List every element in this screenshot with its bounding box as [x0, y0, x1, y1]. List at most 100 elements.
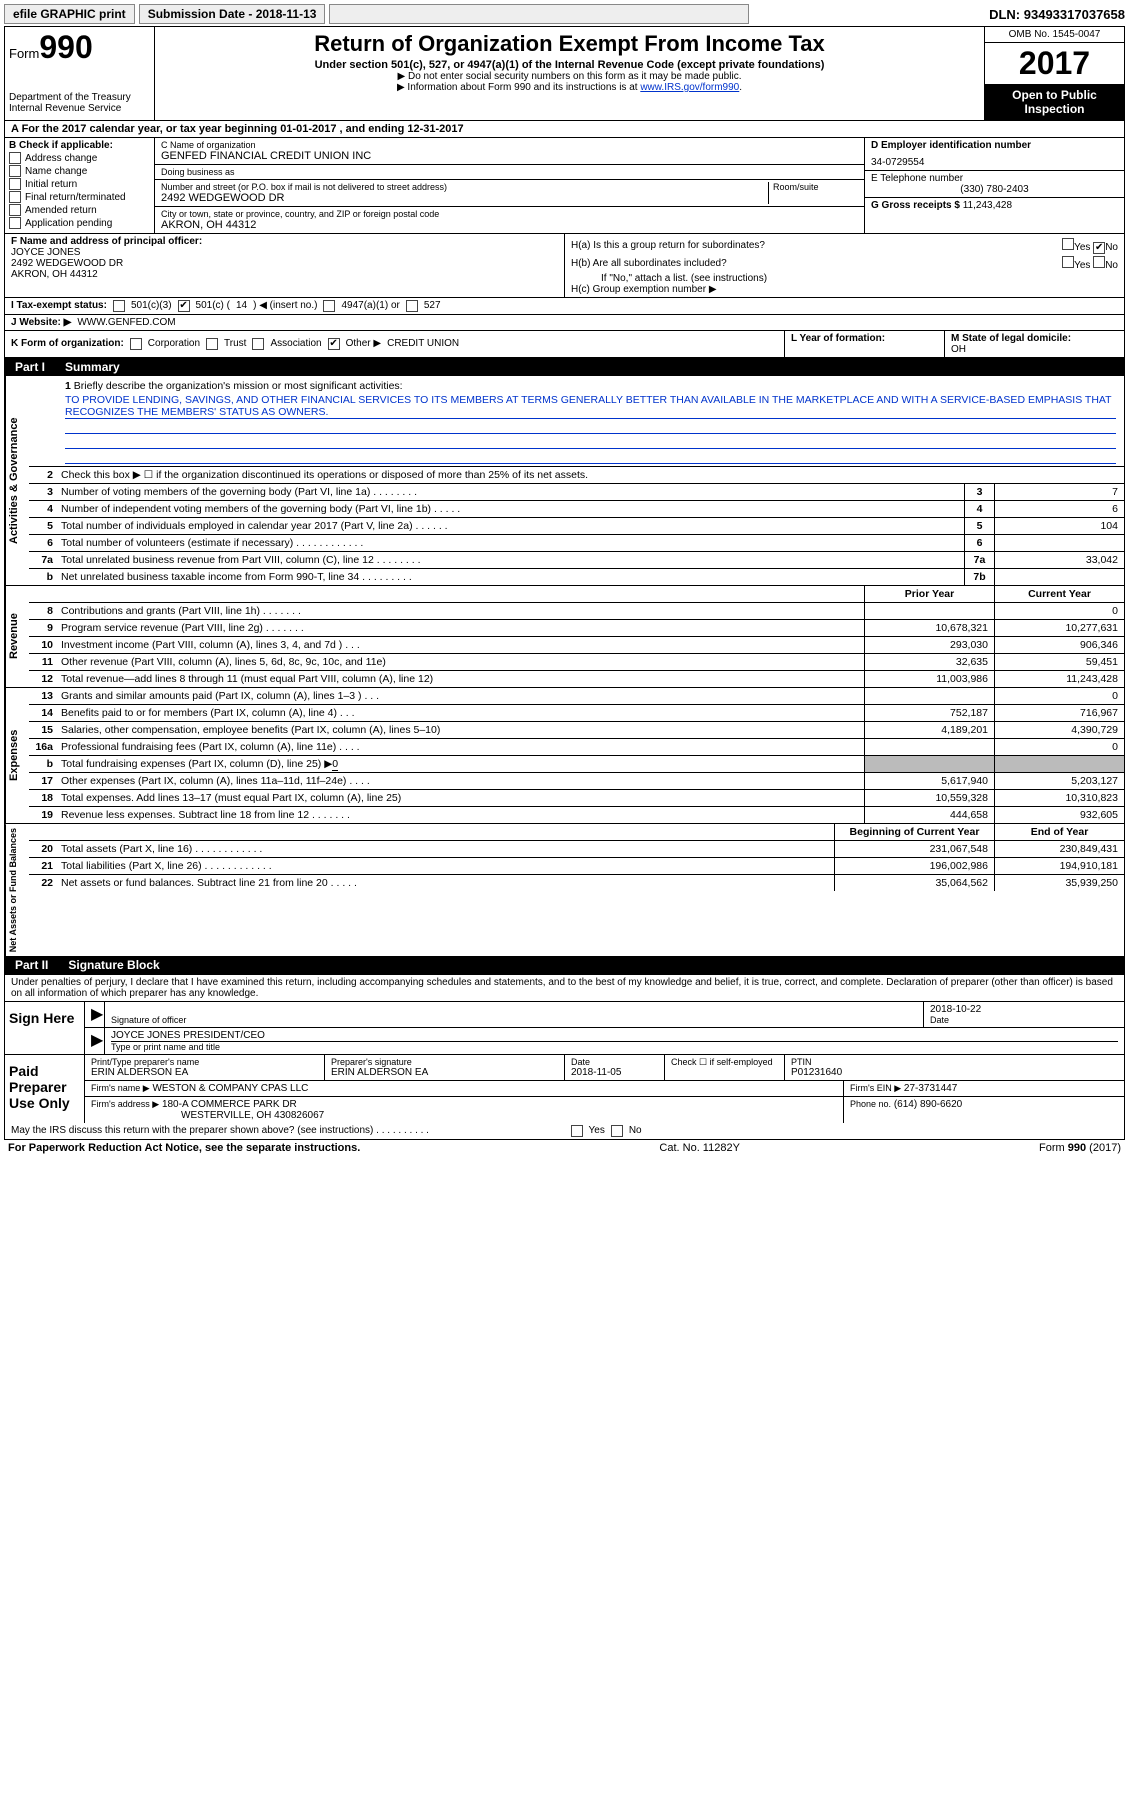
ptin-label: PTIN	[791, 1057, 1118, 1067]
opt-4947: 4947(a)(1) or	[341, 300, 399, 311]
org-name: GENFED FINANCIAL CREDIT UNION INC	[161, 150, 858, 162]
dln-value: 93493317037658	[1024, 7, 1125, 22]
checkbox-icon[interactable]	[1093, 256, 1105, 268]
block-b-c-d: B Check if applicable: Address change Na…	[5, 138, 1124, 234]
dba-label: Doing business as	[161, 167, 858, 177]
h-b: H(b) Are all subordinates included? Yes …	[571, 256, 1118, 271]
checkbox-icon[interactable]	[406, 300, 418, 312]
hc-label: H(c) Group exemption number ▶	[571, 284, 1118, 295]
yes-label: Yes	[1074, 242, 1090, 253]
checkbox-icon[interactable]	[206, 338, 218, 350]
firm-label: Firm's name ▶	[91, 1083, 150, 1093]
chk-address-change[interactable]: Address change	[9, 152, 150, 164]
dln-label: DLN:	[989, 7, 1024, 22]
self-employed-check[interactable]: Check ☐ if self-employed	[665, 1055, 785, 1080]
checkbox-icon[interactable]: ✔	[328, 338, 340, 350]
pname-value: ERIN ALDERSON EA	[91, 1067, 318, 1078]
checkbox-icon	[9, 191, 21, 203]
section-activities: Activities & Governance 1 Briefly descri…	[5, 376, 1124, 586]
submission-date-value: 2018-11-13	[256, 7, 317, 21]
checkbox-icon	[9, 152, 21, 164]
chk-final-return[interactable]: Final return/terminated	[9, 191, 150, 203]
opt-trust: Trust	[224, 338, 246, 349]
fein-label: Firm's EIN ▶	[850, 1083, 901, 1093]
l21-current: 194,910,181	[994, 858, 1124, 874]
checkbox-icon[interactable]	[611, 1125, 623, 1137]
checkbox-icon	[9, 204, 21, 216]
l11-prior: 32,635	[864, 654, 994, 670]
part-1-header: Part I Summary	[5, 358, 1124, 376]
l-label: L Year of formation:	[791, 333, 885, 344]
chk-amended[interactable]: Amended return	[9, 204, 150, 216]
checkbox-icon[interactable]	[323, 300, 335, 312]
blank-line	[65, 421, 1116, 434]
part-1-title: Summary	[65, 360, 120, 374]
checkbox-icon[interactable]	[252, 338, 264, 350]
chk-name-change[interactable]: Name change	[9, 165, 150, 177]
chk-app-pending[interactable]: Application pending	[9, 217, 150, 229]
hb-note: If "No," attach a list. (see instruction…	[571, 273, 1118, 284]
part-2-title: Signature Block	[68, 958, 159, 972]
l9-prior: 10,678,321	[864, 620, 994, 636]
dln: DLN: 93493317037658	[989, 7, 1125, 22]
street-value: 2492 WEDGEWOOD DR	[161, 192, 768, 204]
l16b-prior-grey	[864, 756, 994, 772]
checkbox-icon[interactable]	[571, 1125, 583, 1137]
l12-current: 11,243,428	[994, 671, 1124, 687]
l17-current: 5,203,127	[994, 773, 1124, 789]
discuss-no: No	[629, 1125, 642, 1136]
col-d-ein-tel: D Employer identification number 34-0729…	[864, 138, 1124, 233]
f-label: F Name and address of principal officer:	[11, 236, 558, 247]
l7b-text: Net unrelated business taxable income fr…	[57, 569, 964, 585]
l10-prior: 293,030	[864, 637, 994, 653]
info-note: ▶ Information about Form 990 and its ins…	[161, 82, 978, 93]
hdr-eoy: End of Year	[994, 824, 1124, 840]
chk-initial-return[interactable]: Initial return	[9, 178, 150, 190]
penalties-text: Under penalties of perjury, I declare th…	[5, 974, 1124, 1001]
blank-line	[65, 451, 1116, 464]
arrow-icon: ▶	[85, 1002, 105, 1027]
sig-date-label: Date	[930, 1015, 1118, 1025]
sig-label: Signature of officer	[111, 1015, 917, 1025]
irs-link[interactable]: www.IRS.gov/form990	[640, 82, 739, 93]
header-center: Return of Organization Exempt From Incom…	[155, 27, 984, 120]
hdr-prior: Prior Year	[864, 586, 994, 602]
l14-current: 716,967	[994, 705, 1124, 721]
l5-value: 104	[994, 518, 1124, 534]
col-b-checkboxes: B Check if applicable: Address change Na…	[5, 138, 155, 233]
j-label: J Website: ▶	[11, 317, 71, 328]
l9-text: Program service revenue (Part VIII, line…	[57, 620, 864, 636]
submission-date-button[interactable]: Submission Date - 2018-11-13	[139, 4, 326, 24]
chk-label: Final return/terminated	[25, 192, 126, 203]
section-revenue: Revenue Prior YearCurrent Year 8Contribu…	[5, 586, 1124, 688]
checkbox-icon[interactable]	[113, 300, 125, 312]
l7a-value: 33,042	[994, 552, 1124, 568]
blank-line	[65, 436, 1116, 449]
l8-text: Contributions and grants (Part VIII, lin…	[57, 603, 864, 619]
checkbox-icon[interactable]	[1062, 256, 1074, 268]
l20-current: 230,849,431	[994, 841, 1124, 857]
l14-prior: 752,187	[864, 705, 994, 721]
form-header: Form990 Department of the Treasury Inter…	[5, 27, 1124, 121]
section-expenses: Expenses 13Grants and similar amounts pa…	[5, 688, 1124, 824]
checkbox-icon[interactable]: ✔	[1093, 242, 1105, 254]
l13-prior	[864, 688, 994, 704]
l18-text: Total expenses. Add lines 13–17 (must eq…	[57, 790, 864, 806]
l12-text: Total revenue—add lines 8 through 11 (mu…	[57, 671, 864, 687]
part-2-header: Part II Signature Block	[5, 956, 1124, 974]
l5-text: Total number of individuals employed in …	[57, 518, 964, 534]
faddr2-value: WESTERVILLE, OH 430826067	[181, 1110, 324, 1121]
officer-name-title: JOYCE JONES PRESIDENT/CEO	[111, 1030, 1118, 1042]
blank-button	[329, 4, 749, 24]
checkbox-icon[interactable]	[1062, 238, 1074, 250]
l15-prior: 4,189,201	[864, 722, 994, 738]
l3-value: 7	[994, 484, 1124, 500]
l11-text: Other revenue (Part VIII, column (A), li…	[57, 654, 864, 670]
checkbox-icon[interactable]	[130, 338, 142, 350]
l22-text: Net assets or fund balances. Subtract li…	[57, 875, 834, 891]
l8-current: 0	[994, 603, 1124, 619]
checkbox-icon[interactable]: ✔	[178, 300, 190, 312]
paid-preparer-block: Paid Preparer Use Only Print/Type prepar…	[5, 1054, 1124, 1123]
room-label: Room/suite	[773, 182, 858, 192]
efile-button[interactable]: efile GRAPHIC print	[4, 4, 135, 24]
